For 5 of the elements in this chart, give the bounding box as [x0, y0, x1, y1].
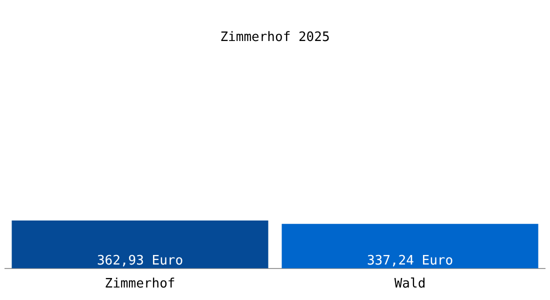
data-label: 337,24 Euro	[366, 253, 454, 268]
x-tick-label: Zimmerhof	[104, 276, 176, 292]
chart-title: Zimmerhof 2025	[220, 30, 330, 46]
x-tick-label: Wald	[394, 276, 426, 292]
data-label: 362,93 Euro	[96, 253, 184, 268]
